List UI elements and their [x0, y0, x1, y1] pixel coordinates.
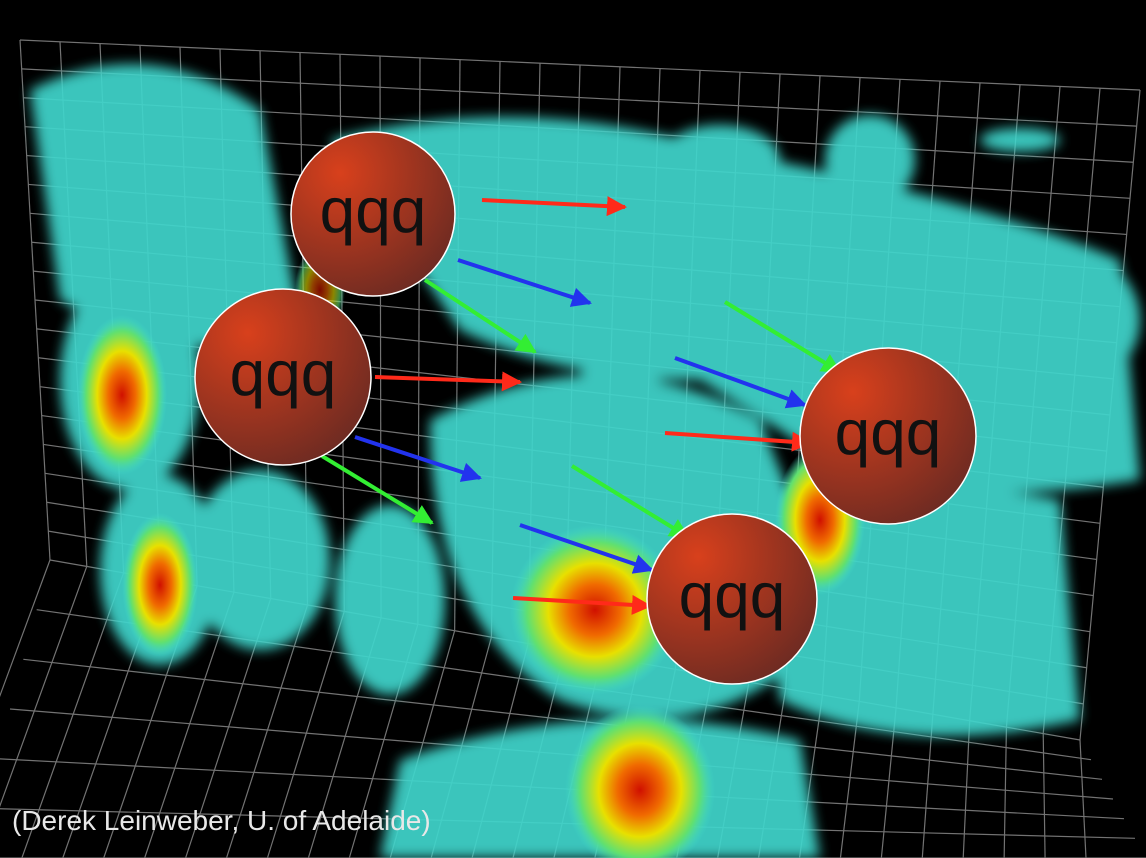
scene: qqq qqq qqq qqq (Derek Leinweber, U. of … [0, 0, 1146, 858]
node-label: qqq [230, 337, 337, 409]
node: qqq [647, 514, 817, 684]
node: qqq [800, 348, 976, 524]
node-label: qqq [679, 559, 786, 631]
node: qqq [291, 132, 455, 296]
caption: (Derek Leinweber, U. of Adelaide) [12, 805, 431, 836]
node: qqq [195, 289, 371, 465]
node-label: qqq [320, 174, 427, 246]
node-label: qqq [835, 396, 942, 468]
